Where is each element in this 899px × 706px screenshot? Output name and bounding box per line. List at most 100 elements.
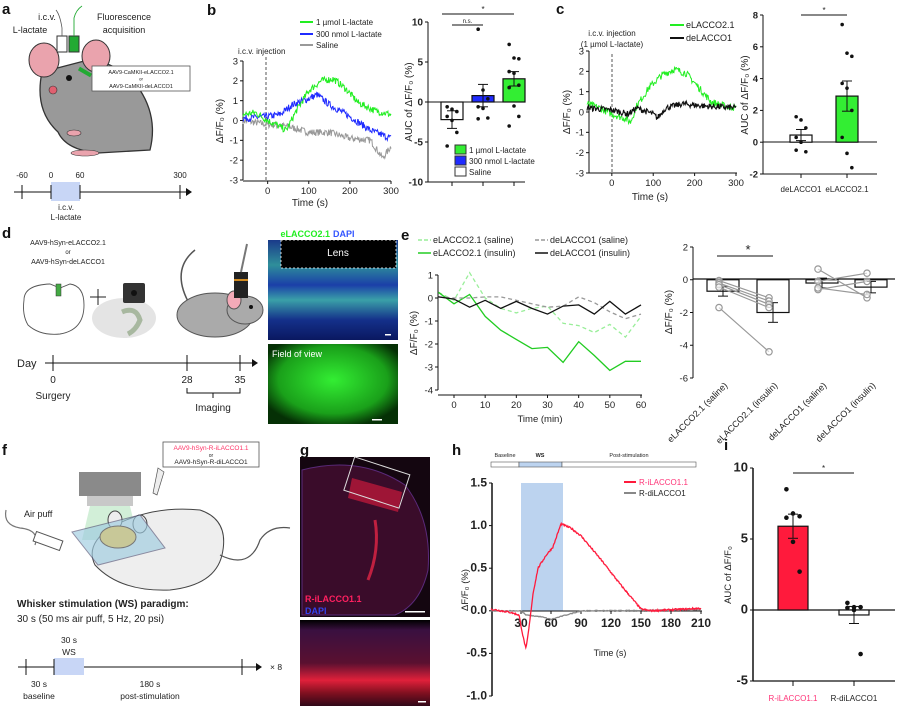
legend-label: 1 µmol L-lactate (316, 18, 374, 27)
data-point (790, 539, 796, 545)
y-axis-label: ΔF/F₀ (%) (215, 99, 226, 143)
paired-point (715, 283, 723, 291)
y-tick-label: 1 (579, 87, 584, 98)
imaging-label: Imaging (195, 403, 231, 414)
x-tick-label: 210 (691, 616, 711, 630)
brain-sagittal (92, 298, 156, 338)
mouse-foot (66, 129, 82, 137)
legend-label: deLACCO1 (saline) (550, 235, 628, 245)
y-tick-label: -1 (425, 316, 433, 327)
legend-label: 300 nmol L-lactate (316, 30, 382, 39)
y-tick-label: -3 (425, 362, 433, 373)
data-point (476, 105, 480, 109)
lactate-label: L-lactate (13, 25, 48, 35)
baseline-label: baseline (23, 691, 55, 701)
significance-label: * (481, 5, 484, 14)
mouse-foot (70, 149, 100, 157)
image-title-blue: DAPI (333, 229, 355, 239)
expression-region (348, 478, 402, 512)
y-tick-label: 0 (683, 275, 688, 286)
stain-label-red: R-iLACCO1.1 (305, 594, 362, 604)
data-point (445, 105, 449, 109)
data-point (517, 114, 521, 119)
timeline-tick-label: -60 (16, 171, 28, 180)
category-label: deLACCO1 (781, 185, 822, 194)
panel-label: c (556, 1, 564, 18)
panel-label: i (724, 437, 728, 454)
timeline-tick-label: 0 (50, 375, 56, 386)
data-point (517, 57, 521, 61)
virus-or-label: or (139, 77, 144, 82)
data-point (476, 117, 480, 121)
y-tick-label: 0 (428, 293, 433, 304)
x-tick-label: 300 (383, 186, 399, 197)
mouse-tail (219, 526, 291, 561)
x-tick-label: 90 (574, 616, 588, 630)
y-tick-label: -1 (230, 136, 238, 147)
paired-point (765, 347, 773, 356)
y-tick-label: -10 (409, 177, 424, 188)
data-point (481, 88, 485, 92)
data-point (804, 149, 808, 154)
data-point (851, 607, 857, 613)
syringe-icon (55, 283, 62, 297)
x-tick-label: 300 (728, 178, 744, 189)
category-label: R-diLACCO1 (831, 694, 878, 703)
y-tick-label: 5 (417, 57, 423, 68)
data-point (845, 51, 849, 55)
data-point (445, 114, 449, 119)
post-duration-label: 180 s (140, 679, 161, 689)
injection-label: i.c.v. injection (588, 29, 635, 38)
data-point (799, 118, 803, 122)
data-point (455, 109, 459, 114)
x-tick-label: 100 (301, 186, 317, 197)
x-axis-label: Time (min) (517, 414, 562, 425)
image-title-green: eLACCO2.1 (280, 229, 330, 239)
y-tick-label: 10 (412, 17, 424, 28)
data-point (481, 106, 485, 111)
scale-bar (405, 611, 425, 613)
data-point (476, 27, 480, 32)
x-axis-label: Time (s) (632, 192, 668, 203)
post-stimulation-label: post-stimulation (120, 691, 180, 701)
y-tick-label: -5 (414, 137, 423, 148)
paired-line (718, 284, 770, 305)
y-tick-label: -4 (425, 385, 433, 396)
data-point (797, 569, 802, 574)
paired-point (715, 303, 723, 312)
legend-label: R-diLACCO1 (639, 489, 686, 498)
data-point (845, 86, 849, 90)
data-point (799, 140, 803, 144)
data-point (784, 487, 789, 492)
data-point (845, 605, 850, 611)
y-tick-label: 5 (741, 530, 748, 545)
stimulation-window (521, 483, 563, 611)
virus-label: AAV9-hSyn-R-diLACCO1 (174, 459, 248, 466)
data-point (850, 165, 854, 170)
legend-label: eLACCO2.1 (saline) (433, 235, 514, 245)
data-point (517, 83, 521, 87)
legend-label: R-iLACCO1.1 (639, 478, 688, 487)
data-point (507, 42, 511, 47)
y-tick-label: 0 (579, 107, 584, 118)
phase-label: WS (536, 453, 545, 459)
panel-a-mouse-illustration (14, 5, 192, 201)
scale-bar (418, 701, 426, 703)
data-point (486, 116, 490, 120)
y-axis-label: AUC of ΔF/F₀ (723, 546, 734, 604)
timeline-tick-label: 300 (173, 171, 187, 180)
paired-line (817, 287, 868, 296)
paired-point (814, 277, 822, 286)
x-tick-label: 10 (480, 400, 491, 411)
timeline-day-label: Day (17, 358, 37, 370)
y-tick-label: 2 (579, 67, 584, 78)
scale-bar (372, 419, 382, 421)
miniscope-cable (240, 243, 248, 273)
paired-line (718, 286, 770, 309)
legend-label: deLACCO1 (insulin) (550, 248, 630, 258)
timeline-arrow (186, 188, 192, 196)
paired-point (814, 265, 822, 273)
phase-ws (518, 461, 563, 468)
timeline-tick-label: 28 (181, 375, 193, 386)
